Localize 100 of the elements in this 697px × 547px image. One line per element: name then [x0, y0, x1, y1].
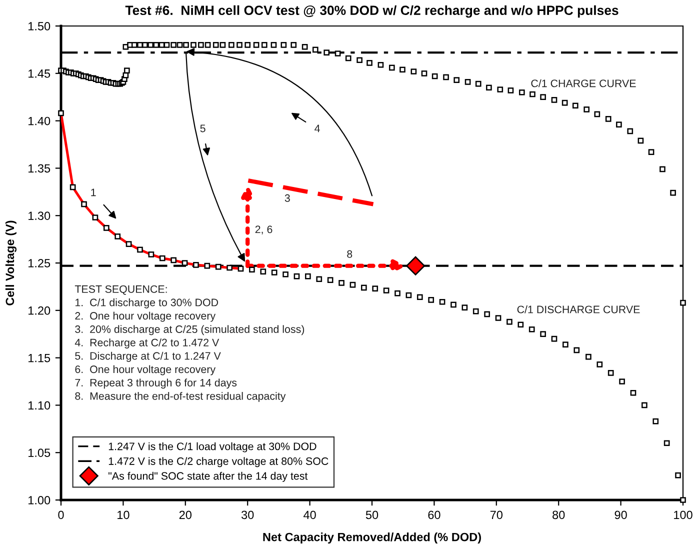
y-axis-title: Cell Voltage (V) — [5, 220, 16, 306]
x-tick-label: 10 — [118, 510, 130, 520]
legend-label: "As found" SOC state after the 14 day test — [108, 472, 308, 482]
annotation: 8. Measure the end-of-test residual capacity — [75, 392, 286, 402]
point — [630, 390, 636, 396]
y-tick-label: 1.10 — [28, 401, 50, 410]
point — [642, 402, 648, 408]
legend-label: 1.472 V is the C/2 charge voltage at 80% SOC — [108, 457, 328, 468]
point — [664, 440, 670, 446]
point — [226, 264, 232, 271]
point — [406, 256, 426, 276]
point — [394, 290, 400, 296]
point — [680, 497, 686, 503]
y-tick-label: 1.00 — [28, 496, 50, 504]
x-tick-label: 70 — [490, 510, 503, 520]
point — [137, 246, 143, 253]
point — [528, 326, 535, 332]
x-tick-label: 100 — [674, 510, 692, 520]
point — [271, 270, 278, 276]
legend-label: 1.247 V is the C/1 load voltage at 30% DOD — [108, 442, 316, 452]
annotation: 4 — [314, 124, 320, 132]
point — [540, 331, 546, 338]
point — [586, 354, 592, 360]
annotation: 6. One hour voltage recovery — [75, 365, 216, 376]
point — [305, 273, 311, 280]
point — [338, 280, 344, 286]
annotation: C/1 DISCHARGE CURVE — [517, 305, 640, 314]
point — [450, 302, 456, 308]
annotation: 3. 20% discharge at C/25 (simulated stand loss) — [75, 325, 304, 336]
point — [327, 277, 334, 283]
y-tick-label: 1.15 — [28, 354, 50, 362]
y-tick-label: 1.45 — [28, 70, 50, 78]
point — [360, 284, 367, 291]
annotation: 2, 6 — [255, 226, 272, 234]
point — [70, 184, 76, 190]
point — [608, 370, 614, 376]
annotation: 4. Recharge at C/2 to 1.472 V — [74, 338, 220, 348]
point — [81, 201, 87, 208]
point — [282, 271, 288, 278]
y-tick-label: 1.35 — [28, 164, 50, 173]
x-tick-label: 20 — [179, 510, 192, 520]
point — [215, 264, 222, 270]
point — [294, 273, 300, 280]
y-tick-label: 1.25 — [28, 259, 50, 268]
point — [193, 262, 199, 268]
annotation: 7. Repeat 3 through 6 for 14 days — [75, 378, 237, 389]
point — [350, 282, 356, 288]
x-tick-label: 60 — [428, 510, 440, 520]
point — [551, 336, 558, 342]
point — [159, 255, 166, 262]
y-tick-label: 1.30 — [28, 212, 50, 220]
point — [182, 260, 188, 266]
point — [58, 110, 64, 116]
y-tick-label: 1.50 — [28, 22, 50, 30]
point — [428, 297, 434, 303]
point — [204, 262, 210, 269]
point — [484, 311, 490, 318]
point — [472, 308, 479, 314]
point — [652, 418, 659, 424]
point — [103, 225, 110, 231]
point — [506, 318, 512, 325]
point — [249, 266, 255, 273]
point — [562, 342, 568, 348]
annotation: 1. C/1 discharge to 30% DOD — [76, 298, 218, 308]
x-axis-title: Net Capacity Removed/Added (% DOD) — [263, 532, 481, 544]
point — [383, 288, 390, 294]
point — [316, 276, 322, 282]
point — [619, 378, 625, 384]
annotation: 2. One hour voltage recovery — [75, 312, 216, 322]
x-tick-label: 0 — [58, 510, 64, 520]
x-tick-label: 50 — [366, 510, 378, 520]
chart-title: Test #6. NiMH cell OCV test @ 30% DOD w/ C/2 recharge and w/o HPPC pulses — [125, 5, 618, 18]
annotation: 5 — [200, 124, 206, 132]
point — [495, 315, 502, 321]
x-tick-label: 40 — [304, 510, 316, 520]
point — [439, 298, 446, 305]
point — [675, 472, 681, 478]
point — [406, 292, 412, 298]
annotation: 5. Discharge at C/1 to 1.247 V — [75, 352, 221, 362]
point — [238, 266, 244, 272]
annotation: 8 — [347, 250, 352, 258]
annotation: TEST SEQUENCE: — [74, 285, 167, 295]
x-tick-label: 30 — [241, 510, 254, 520]
point — [148, 252, 154, 258]
point — [416, 294, 423, 300]
x-tick-label: 90 — [614, 510, 627, 520]
y-tick-label: 1.05 — [28, 448, 50, 457]
point — [126, 241, 132, 247]
point — [260, 268, 266, 274]
point — [372, 286, 378, 292]
point — [518, 322, 524, 328]
annotation: C/1 CHARGE CURVE — [531, 79, 636, 88]
point — [114, 234, 121, 240]
y-tick-label: 1.20 — [28, 306, 50, 315]
point — [170, 257, 176, 264]
point — [92, 214, 98, 220]
point — [462, 304, 468, 310]
x-tick-label: 80 — [552, 510, 565, 520]
point — [596, 362, 603, 368]
annotation: 3 — [284, 194, 290, 202]
